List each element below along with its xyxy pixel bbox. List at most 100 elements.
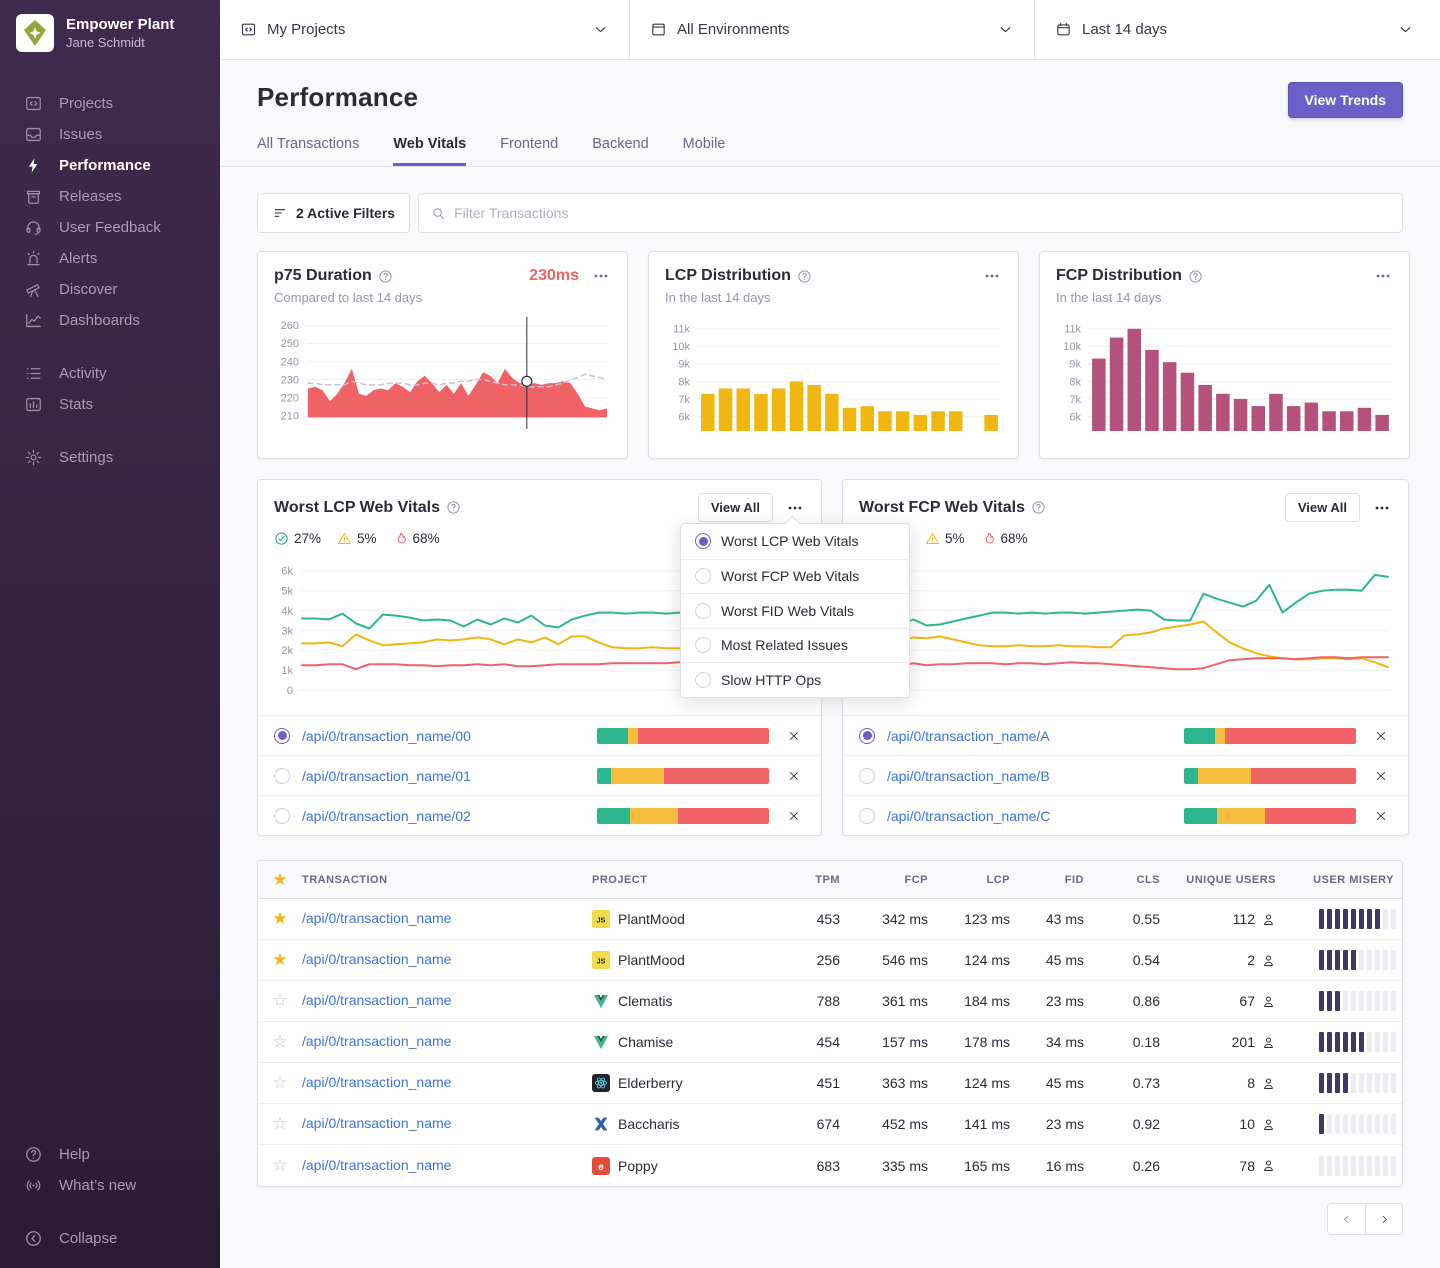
tab-backend[interactable]: Backend bbox=[592, 136, 648, 166]
worst-fcp-chart: 01k2k3k4k5k6k bbox=[859, 552, 1392, 704]
transaction-link[interactable]: /api/0/transaction_name/C bbox=[887, 808, 1172, 824]
fcp-cell: 452 ms bbox=[844, 1116, 932, 1132]
menu-item-worst-fcp-web-vitals[interactable]: Worst FCP Web Vitals bbox=[681, 559, 909, 594]
context-menu-button[interactable] bbox=[785, 498, 805, 518]
star-toggle[interactable]: ☆ bbox=[258, 991, 302, 1011]
lcp-cell: 184 ms bbox=[932, 993, 1014, 1009]
sidebar-item-releases[interactable]: Releases bbox=[0, 181, 220, 212]
close-button[interactable] bbox=[1368, 805, 1394, 827]
svg-text:250: 250 bbox=[281, 338, 299, 350]
transaction-link[interactable]: /api/0/transaction_name bbox=[302, 1157, 451, 1173]
search-input[interactable] bbox=[454, 205, 1390, 221]
sidebar-collapse-button[interactable]: Collapse bbox=[0, 1223, 220, 1254]
close-button[interactable] bbox=[781, 725, 807, 747]
svg-text:JS: JS bbox=[597, 916, 606, 924]
view-all-button[interactable]: View All bbox=[1285, 493, 1360, 522]
transaction-link[interactable]: /api/0/transaction_name bbox=[302, 992, 451, 1008]
sidebar-item-dashboards[interactable]: Dashboards bbox=[0, 305, 220, 336]
context-menu-button[interactable] bbox=[1373, 266, 1393, 286]
view-trends-button[interactable]: View Trends bbox=[1288, 82, 1403, 118]
help-circle-icon[interactable] bbox=[1188, 269, 1203, 284]
sidebar-item-projects[interactable]: Projects bbox=[0, 88, 220, 119]
radio-button[interactable] bbox=[274, 728, 290, 744]
project-filter-select[interactable]: My Projects bbox=[220, 0, 630, 59]
help-circle-icon[interactable] bbox=[446, 500, 461, 515]
svg-text:8k: 8k bbox=[678, 376, 690, 388]
tab-mobile[interactable]: Mobile bbox=[683, 136, 726, 166]
fire-icon bbox=[393, 531, 408, 546]
menu-item-worst-fid-web-vitals[interactable]: Worst FID Web Vitals bbox=[681, 593, 909, 628]
unique-users-cell: 2 bbox=[1164, 952, 1280, 968]
releases-icon bbox=[24, 187, 43, 206]
date-range-select[interactable]: Last 14 days bbox=[1035, 0, 1440, 59]
sidebar-item-settings[interactable]: Settings bbox=[0, 442, 220, 473]
star-toggle[interactable]: ☆ bbox=[258, 1114, 302, 1134]
fid-cell: 45 ms bbox=[1014, 1075, 1088, 1091]
transaction-link[interactable]: /api/0/transaction_name bbox=[302, 1115, 451, 1131]
star-toggle[interactable]: ★ bbox=[258, 950, 302, 970]
radio-button[interactable] bbox=[859, 768, 875, 784]
table-row: ★/api/0/transaction_nameJSPlantMood25654… bbox=[258, 940, 1402, 981]
star-toggle[interactable]: ☆ bbox=[258, 1156, 302, 1176]
menu-item-most-related-issues[interactable]: Most Related Issues bbox=[681, 628, 909, 663]
tab-all-transactions[interactable]: All Transactions bbox=[257, 136, 359, 166]
context-menu-button[interactable] bbox=[591, 266, 611, 286]
view-all-button[interactable]: View All bbox=[698, 493, 773, 522]
sidebar-item-discover[interactable]: Discover bbox=[0, 274, 220, 305]
radio-button[interactable] bbox=[859, 808, 875, 824]
transaction-link[interactable]: /api/0/transaction_name/B bbox=[887, 768, 1172, 784]
fcp-cell: 546 ms bbox=[844, 952, 932, 968]
projects-icon bbox=[240, 21, 257, 38]
sidebar-item-issues[interactable]: Issues bbox=[0, 119, 220, 150]
tab-frontend[interactable]: Frontend bbox=[500, 136, 558, 166]
vital-transaction-row: /api/0/transaction_name/B bbox=[843, 755, 1408, 795]
star-toggle[interactable]: ☆ bbox=[258, 1073, 302, 1093]
active-filters-button[interactable]: 2 Active Filters bbox=[257, 193, 410, 233]
previous-page-button[interactable] bbox=[1328, 1204, 1365, 1234]
transaction-link[interactable]: /api/0/transaction_name/00 bbox=[302, 728, 585, 744]
help-circle-icon[interactable] bbox=[1031, 500, 1046, 515]
sidebar-item-help[interactable]: Help bbox=[0, 1139, 220, 1170]
unique-users-cell: 78 bbox=[1164, 1158, 1280, 1174]
help-circle-icon[interactable] bbox=[378, 269, 393, 284]
menu-item-slow-http-ops[interactable]: Slow HTTP Ops bbox=[681, 662, 909, 697]
sidebar-item-user-feedback[interactable]: User Feedback bbox=[0, 212, 220, 243]
transaction-link[interactable]: /api/0/transaction_name/A bbox=[887, 728, 1172, 744]
org-switcher[interactable]: Empower Plant Jane Schmidt bbox=[0, 0, 220, 62]
close-button[interactable] bbox=[1368, 725, 1394, 747]
radio-button[interactable] bbox=[274, 768, 290, 784]
star-column-header[interactable]: ★ bbox=[258, 870, 302, 890]
menu-item-worst-lcp-web-vitals[interactable]: Worst LCP Web Vitals bbox=[681, 524, 909, 559]
transaction-link[interactable]: /api/0/transaction_name/01 bbox=[302, 768, 585, 784]
radio-button[interactable] bbox=[859, 728, 875, 744]
react-platform-icon bbox=[592, 1074, 610, 1092]
sidebar-item-what-s-new[interactable]: What’s new bbox=[0, 1170, 220, 1201]
user-misery-cell bbox=[1280, 991, 1402, 1011]
context-menu-button[interactable] bbox=[1372, 498, 1392, 518]
lcp-cell: 124 ms bbox=[932, 1075, 1014, 1091]
star-toggle[interactable]: ☆ bbox=[258, 1032, 302, 1052]
close-button[interactable] bbox=[781, 805, 807, 827]
close-button[interactable] bbox=[781, 765, 807, 787]
svg-text:7k: 7k bbox=[678, 394, 690, 406]
transaction-link[interactable]: /api/0/transaction_name/02 bbox=[302, 808, 585, 824]
tab-web-vitals[interactable]: Web Vitals bbox=[393, 136, 466, 166]
close-icon bbox=[1374, 769, 1388, 783]
context-menu-button[interactable] bbox=[982, 266, 1002, 286]
close-button[interactable] bbox=[1368, 765, 1394, 787]
transaction-link[interactable]: /api/0/transaction_name bbox=[302, 951, 451, 967]
sidebar-item-stats[interactable]: Stats bbox=[0, 389, 220, 420]
transaction-link[interactable]: /api/0/transaction_name bbox=[302, 910, 451, 926]
transaction-link[interactable]: /api/0/transaction_name bbox=[302, 1074, 451, 1090]
transaction-link[interactable]: /api/0/transaction_name bbox=[302, 1033, 451, 1049]
star-toggle[interactable]: ★ bbox=[258, 909, 302, 929]
help-circle-icon[interactable] bbox=[797, 269, 812, 284]
sidebar-item-performance[interactable]: Performance bbox=[0, 150, 220, 181]
sidebar-item-activity[interactable]: Activity bbox=[0, 358, 220, 389]
sidebar-item-alerts[interactable]: Alerts bbox=[0, 243, 220, 274]
environment-filter-select[interactable]: All Environments bbox=[630, 0, 1035, 59]
svg-text:7k: 7k bbox=[1069, 394, 1081, 406]
next-page-button[interactable] bbox=[1365, 1204, 1402, 1234]
radio-button[interactable] bbox=[274, 808, 290, 824]
search-icon bbox=[431, 206, 446, 221]
